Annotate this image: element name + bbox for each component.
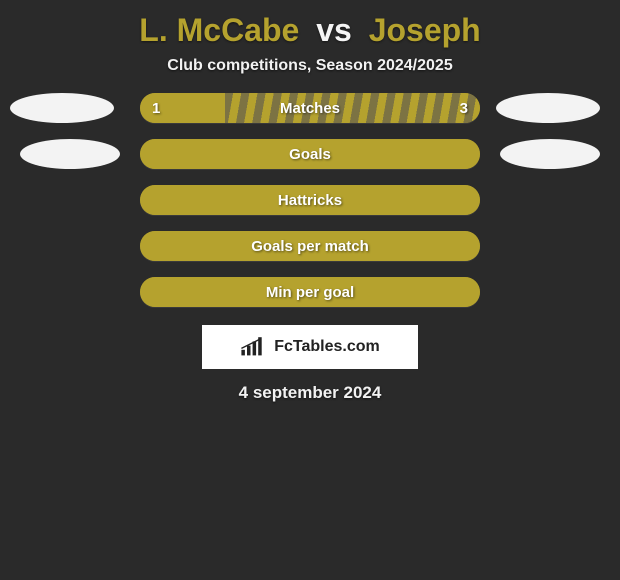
club-crest-right <box>496 93 600 123</box>
bars-icon <box>240 337 268 357</box>
bar-right-segment <box>310 277 480 307</box>
comparison-infographic: L. McCabe vs Joseph Club competitions, S… <box>0 0 620 580</box>
bar-left-segment <box>140 185 310 215</box>
bar-right-value: 3 <box>460 93 468 123</box>
subtitle: Club competitions, Season 2024/2025 <box>0 57 620 93</box>
bar-right-segment <box>310 139 480 169</box>
player2-name: Joseph <box>369 12 481 48</box>
stat-row-hattricks: Hattricks <box>0 185 620 215</box>
bar-goals-per-match: Goals per match <box>140 231 480 261</box>
bar-right-segment <box>310 185 480 215</box>
bar-right-segment <box>310 231 480 261</box>
logo-text: FcTables.com <box>274 338 380 356</box>
stat-rows: 1 3 Matches Goals Hattricks <box>0 93 620 307</box>
bar-left-segment <box>140 231 310 261</box>
date-label: 4 september 2024 <box>0 383 620 403</box>
stat-row-goals-per-match: Goals per match <box>0 231 620 261</box>
club-crest-left <box>20 139 120 169</box>
stat-row-min-per-goal: Min per goal <box>0 277 620 307</box>
bar-goals: Goals <box>140 139 480 169</box>
club-crest-right <box>500 139 600 169</box>
vs-label: vs <box>316 12 352 48</box>
fctables-logo: FcTables.com <box>202 325 418 369</box>
stat-row-goals: Goals <box>0 139 620 169</box>
bar-left-value: 1 <box>152 93 160 123</box>
bar-matches: 1 3 Matches <box>140 93 480 123</box>
page-title: L. McCabe vs Joseph <box>0 0 620 57</box>
bar-left-segment <box>140 139 310 169</box>
bar-left-segment <box>140 277 310 307</box>
bar-min-per-goal: Min per goal <box>140 277 480 307</box>
stat-row-matches: 1 3 Matches <box>0 93 620 123</box>
club-crest-left <box>10 93 114 123</box>
bar-right-segment <box>225 93 480 123</box>
player1-name: L. McCabe <box>139 12 299 48</box>
bar-hattricks: Hattricks <box>140 185 480 215</box>
